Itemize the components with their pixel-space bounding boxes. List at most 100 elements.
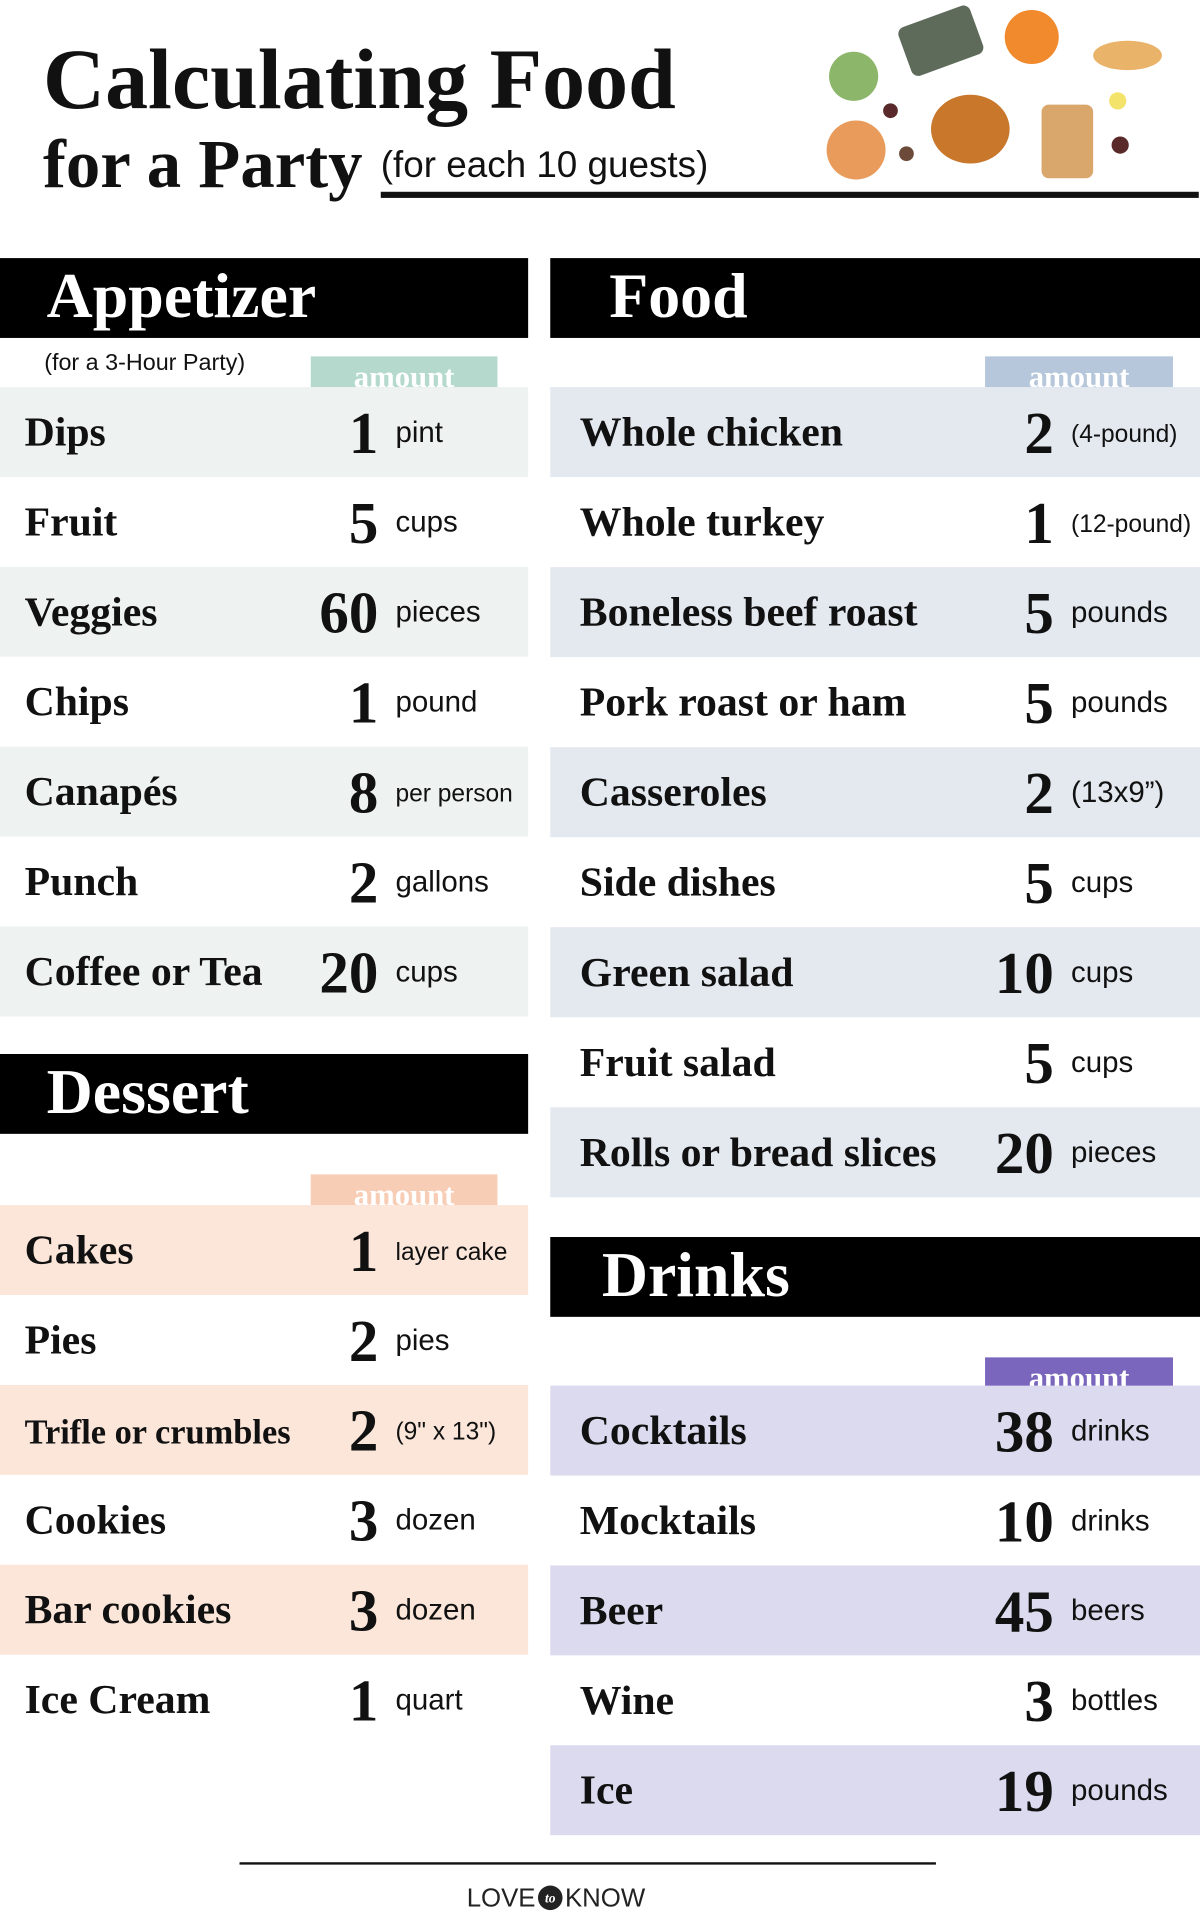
row-background [0,746,529,837]
quantity: 19 [995,1758,1054,1824]
unit: cups [1071,956,1133,989]
row-background [550,1745,1200,1836]
unit: dozen [395,1504,475,1537]
quantity: 5 [1024,1030,1053,1096]
quantity: 45 [995,1578,1054,1644]
item-name: Boneless beef roast [580,590,918,636]
quantity: 1 [1024,490,1053,556]
quantity: 2 [1024,760,1053,826]
title: Calculating Food [43,31,676,127]
unit: drinks [1071,1414,1150,1447]
item-name: Whole chicken [580,410,843,456]
row-background [550,567,1200,658]
quantity: 60 [319,580,378,646]
unit: drinks [1071,1504,1150,1537]
item-name: Mocktails [580,1498,756,1544]
brand-badge [537,1885,563,1911]
quantity: 20 [319,939,378,1005]
unit: dozen [395,1593,475,1626]
row-background [0,566,529,657]
quantity: 10 [995,1488,1054,1554]
unit: (12-pound) [1071,511,1191,538]
unit: (4-pound) [1071,421,1177,448]
brand: KNOW [565,1884,646,1912]
row-background [0,1384,529,1475]
unit: per person [395,780,512,807]
underline [380,191,1199,198]
section-bar [0,258,529,338]
food-illustration [826,5,1162,180]
row-background [550,1565,1200,1656]
unit: pieces [395,596,480,629]
quantity: 1 [349,1218,378,1284]
item-name: Side dishes [580,860,776,906]
item-name: Fruit [25,499,118,545]
unit: cups [1071,1046,1133,1079]
row-background [550,387,1200,478]
section-note: (for a 3-Hour Party) [44,349,245,375]
unit: pounds [1071,686,1168,719]
quantity: 2 [349,1308,378,1374]
row-background [0,1205,529,1295]
unit: beers [1071,1594,1145,1627]
item-name: Dips [25,410,106,456]
quantity: 1 [349,1667,378,1733]
unit: (9" x 13") [395,1419,496,1446]
unit: cups [395,506,457,539]
brand: LOVE [467,1884,536,1912]
item-name: Rolls or bread slices [580,1130,937,1176]
unit: pounds [1071,1774,1168,1807]
row-background [0,387,529,477]
item-name: Beer [580,1588,663,1634]
row-background [550,1107,1200,1198]
item-name: Whole turkey [580,500,825,546]
quantity: 5 [1024,850,1053,916]
item-name: Veggies [25,589,158,635]
row-background [550,1385,1200,1476]
quantity: 38 [995,1398,1054,1464]
quantity: 2 [349,1398,378,1464]
quantity: 5 [1024,670,1053,736]
quantity: 8 [349,760,378,826]
item-name: Bar cookies [25,1587,232,1633]
row-background [550,927,1200,1018]
item-name: Trifle or crumbles [25,1413,291,1451]
unit: pieces [1071,1136,1156,1169]
unit: pint [395,416,443,449]
quantity: 20 [995,1120,1054,1186]
unit: pounds [1071,596,1168,629]
item-name: Punch [25,859,139,905]
section-heading: Food [609,260,747,331]
section-heading: Appetizer [47,260,317,331]
item-name: Fruit salad [580,1040,776,1086]
quantity: 3 [349,1578,378,1644]
brand: to [545,1891,556,1906]
unit: cups [1071,866,1133,899]
unit: cups [395,955,457,988]
unit: (13x9”) [1071,776,1164,809]
item-name: Pies [25,1317,97,1363]
quantity: 5 [349,490,378,556]
item-name: Green salad [580,950,794,996]
section-heading: Dessert [47,1056,249,1127]
quantity: 3 [349,1488,378,1554]
unit: gallons [395,865,488,898]
unit: layer cake [395,1239,507,1266]
title: for a Party [43,126,363,202]
section-bar [0,1054,529,1134]
row-background [0,1564,529,1655]
unit: quart [395,1683,462,1716]
quantity: 1 [349,670,378,736]
quantity: 1 [349,400,378,466]
item-name: Ice [580,1768,633,1814]
item-name: Cakes [25,1228,134,1274]
quantity: 2 [1024,400,1053,466]
quantity: 3 [1024,1668,1053,1734]
unit: pound [395,686,477,719]
item-name: Wine [580,1678,674,1724]
section-bar [550,258,1200,338]
item-name: Cocktails [580,1408,747,1454]
item-name: Cookies [25,1497,167,1543]
quantity: 2 [349,849,378,915]
